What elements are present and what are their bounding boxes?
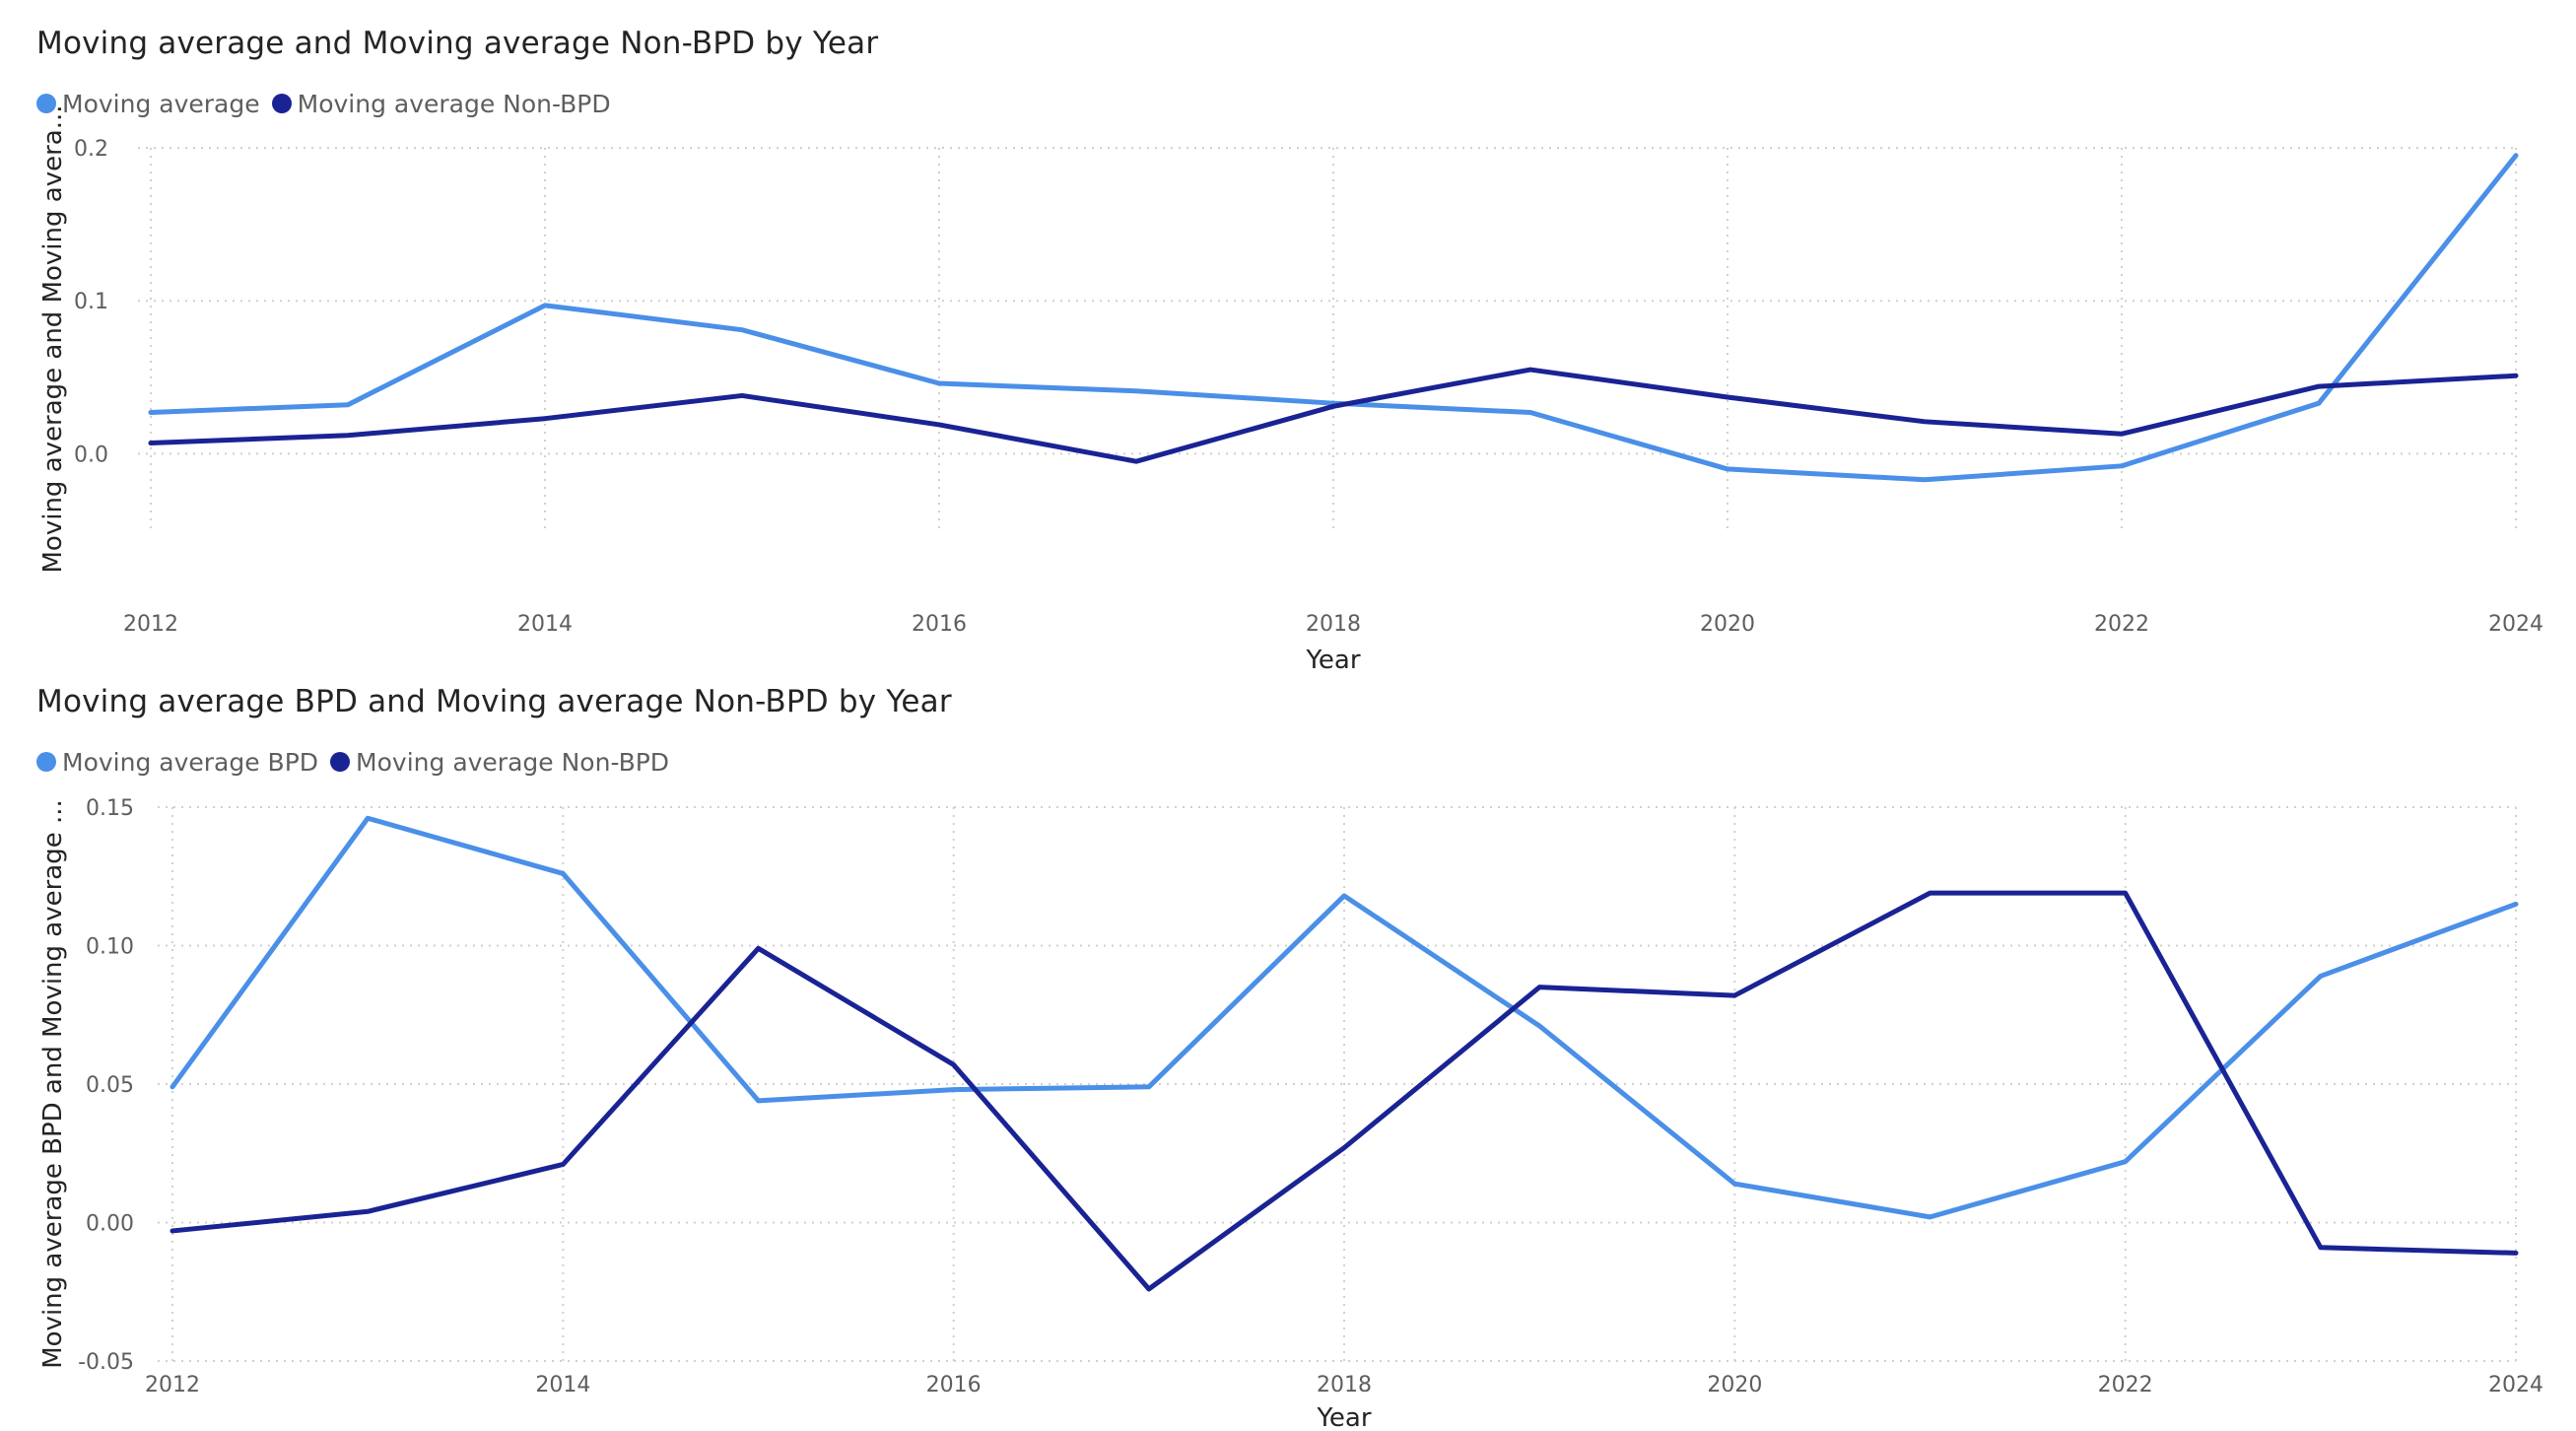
series-line-2[interactable] — [148, 367, 2519, 464]
legend-dot-icon — [36, 94, 56, 113]
chart-title: Moving average BPD and Moving average No… — [36, 684, 952, 719]
chart-title: Moving average and Moving average Non-BP… — [36, 26, 879, 61]
y-tick-label: -0.05 — [78, 1350, 134, 1375]
legend-item-moving-average-bpd[interactable]: Moving average BPD — [36, 748, 318, 777]
x-tick-label: 2018 — [1306, 612, 1361, 637]
x-tick-label: 2014 — [535, 1373, 590, 1397]
y-tick-label: 0.00 — [86, 1212, 134, 1237]
chart-visual-1[interactable]: Moving average and Moving average Non-BP… — [0, 0, 2576, 680]
y-tick-label: 0.15 — [86, 796, 134, 821]
x-tick-label: 2024 — [2488, 1373, 2543, 1397]
x-tick-label: 2012 — [123, 612, 178, 637]
y-axis-title: Moving average BPD and Moving average ..… — [38, 799, 68, 1369]
x-tick-label: 2018 — [1317, 1373, 1372, 1397]
x-tick-label: 2020 — [1707, 1373, 1762, 1397]
y-axis-title: Moving average and Moving avera... — [38, 104, 68, 573]
y-tick-label: 0.10 — [86, 935, 134, 960]
legend-label: Moving average Non-BPD — [356, 747, 670, 777]
x-tick-label: 2016 — [912, 612, 967, 637]
y-tick-label: 0.2 — [74, 137, 108, 162]
legend-item-moving-average-non-bpd[interactable]: Moving average Non-BPD — [271, 89, 611, 118]
x-tick-label: 2022 — [2098, 1373, 2153, 1397]
chart-legend: Moving average BPD Moving average Non-BP… — [36, 745, 681, 779]
x-tick-label: 2012 — [145, 1373, 200, 1397]
x-tick-label: 2016 — [926, 1373, 982, 1397]
x-tick-label: 2024 — [2488, 612, 2543, 637]
line-chart-plot[interactable]: 0.0 0.1 0.2 2012 2014 2016 2018 2020 2022 2024 Yea… — [0, 0, 2576, 680]
legend-dot-icon — [271, 94, 292, 113]
series-line-1[interactable] — [169, 815, 2519, 1220]
legend-label: Moving average BPD — [62, 747, 319, 777]
x-axis-title: Year — [1305, 646, 1360, 675]
legend-item-moving-average-non-bpd[interactable]: Moving average Non-BPD — [330, 748, 669, 777]
legend-dot-icon — [330, 752, 351, 772]
legend-dot-icon — [36, 752, 56, 772]
y-tick-label: 0.0 — [74, 443, 108, 467]
y-tick-label: 0.1 — [74, 290, 108, 314]
x-axis-title: Year — [1316, 1403, 1371, 1431]
legend-item-moving-average[interactable]: Moving average — [36, 90, 260, 118]
series-line-1[interactable] — [148, 153, 2519, 483]
chart-visual-2[interactable]: Moving average BPD and Moving average No… — [0, 658, 2576, 1431]
legend-label: Moving average Non-BPD — [297, 89, 611, 118]
line-chart-plot[interactable]: -0.05 0.00 0.05 0.10 0.15 2012 2014 2016 2018 202… — [0, 658, 2576, 1431]
y-tick-label: 0.05 — [86, 1073, 134, 1098]
x-tick-label: 2022 — [2094, 612, 2149, 637]
chart-legend: Moving average Moving average Non-BPD — [36, 87, 623, 120]
x-tick-label: 2014 — [517, 612, 573, 637]
legend-label: Moving average — [62, 89, 260, 118]
series-line-2[interactable] — [169, 890, 2519, 1292]
x-tick-label: 2020 — [1700, 612, 1755, 637]
